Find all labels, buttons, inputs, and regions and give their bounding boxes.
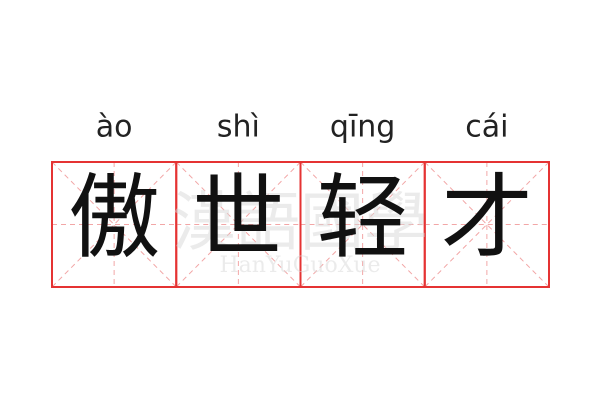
pinyin: ào bbox=[96, 110, 133, 145]
guide-line bbox=[424, 161, 550, 288]
watermark-title: 漢語國學 bbox=[172, 187, 428, 261]
character: 轻 bbox=[317, 168, 409, 270]
character: 世 bbox=[192, 168, 284, 270]
guide-line bbox=[51, 161, 177, 288]
guide-line bbox=[300, 161, 426, 288]
guide-line bbox=[175, 161, 301, 288]
character: 傲 bbox=[68, 168, 160, 270]
guide-line bbox=[51, 161, 177, 288]
character: 才 bbox=[441, 168, 533, 270]
guide-line bbox=[175, 161, 301, 288]
pinyin: cái bbox=[465, 110, 508, 145]
watermark-site: HanYuGuoXue bbox=[219, 253, 380, 278]
guide-line bbox=[300, 161, 426, 288]
pinyin: shì bbox=[217, 110, 260, 145]
grid bbox=[51, 161, 550, 288]
guide-line bbox=[424, 161, 550, 288]
cell-border bbox=[423, 161, 550, 288]
pinyin: qīng bbox=[330, 110, 395, 145]
